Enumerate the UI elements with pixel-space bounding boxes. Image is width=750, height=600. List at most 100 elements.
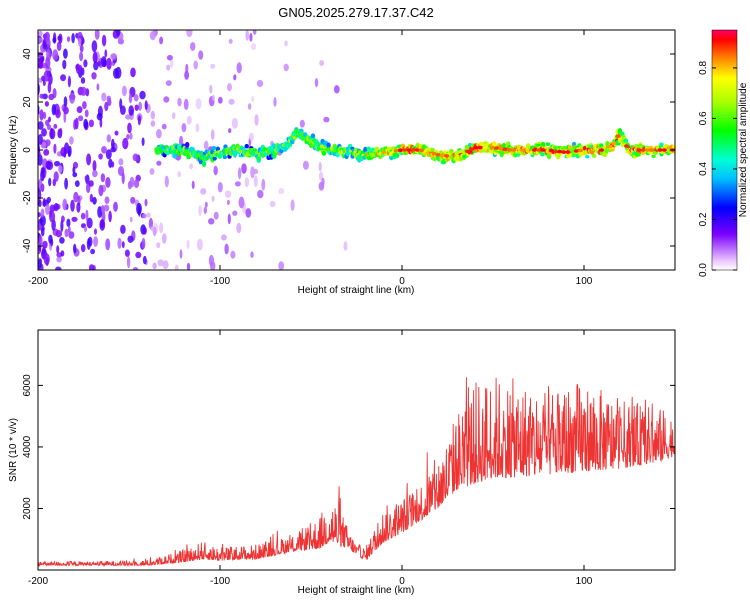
spectral-blob bbox=[195, 123, 200, 133]
spectrogram-x-tick-label: -200 bbox=[28, 276, 48, 287]
spectral-ridge-cell bbox=[287, 143, 293, 147]
spectral-blob bbox=[209, 84, 213, 94]
spectral-blob bbox=[174, 264, 179, 270]
spectral-blob bbox=[106, 134, 112, 143]
spectral-blob bbox=[39, 109, 44, 121]
spectral-blob bbox=[134, 104, 139, 111]
spectral-blob bbox=[67, 75, 71, 88]
spectral-ridge-core bbox=[565, 150, 571, 154]
spectral-blob bbox=[249, 32, 253, 42]
spectral-ridge-cell bbox=[540, 152, 545, 157]
spectral-blob bbox=[163, 96, 170, 103]
spectral-blob bbox=[137, 115, 141, 126]
spectral-blob bbox=[149, 168, 155, 175]
spectral-blob bbox=[104, 196, 110, 204]
spectral-blob bbox=[92, 160, 97, 172]
spectral-blob bbox=[56, 245, 60, 254]
spectral-ridge-core bbox=[644, 148, 651, 152]
spectral-blob bbox=[64, 177, 68, 190]
spectral-blob bbox=[210, 129, 215, 141]
spectral-blob bbox=[64, 142, 70, 154]
spectral-blob bbox=[113, 68, 119, 79]
spectral-ridge-core bbox=[381, 150, 387, 155]
spectral-ridge-core bbox=[494, 146, 500, 150]
spectral-blob bbox=[76, 106, 83, 114]
spectral-blob bbox=[56, 256, 62, 263]
spectral-blob bbox=[213, 165, 218, 176]
spectral-blob bbox=[171, 112, 176, 120]
spectral-blob bbox=[42, 240, 48, 249]
spectral-ridge-core bbox=[657, 148, 663, 152]
spectrogram-y-ticks: -40 -20 0 20 40 bbox=[22, 48, 675, 253]
spectral-blob bbox=[213, 211, 219, 220]
spectral-blob bbox=[197, 238, 203, 251]
spectral-blob bbox=[100, 220, 104, 229]
spectral-blob bbox=[221, 234, 227, 241]
spectral-blob bbox=[75, 63, 80, 74]
spectral-blob bbox=[142, 213, 147, 219]
spectral-blob bbox=[58, 33, 63, 44]
spectral-blob bbox=[42, 80, 46, 86]
spectral-blob bbox=[78, 115, 84, 122]
spectral-blob bbox=[130, 67, 136, 78]
spectral-blob bbox=[283, 63, 289, 72]
spectral-ridge-core bbox=[577, 148, 584, 153]
spectral-blob bbox=[60, 220, 64, 232]
spectral-blob bbox=[179, 249, 183, 259]
spectral-blob bbox=[79, 51, 84, 62]
spectral-blob bbox=[63, 48, 68, 59]
spectral-blob bbox=[69, 92, 75, 104]
spectral-blob bbox=[90, 248, 95, 255]
spectral-blob bbox=[249, 132, 254, 142]
spectral-blob bbox=[92, 196, 97, 205]
spectral-blob bbox=[343, 241, 348, 251]
spectral-blob bbox=[227, 83, 232, 92]
spectral-blob bbox=[45, 56, 51, 69]
spectral-blob bbox=[133, 179, 140, 189]
spectral-blob bbox=[181, 123, 187, 133]
spectral-blob bbox=[126, 134, 130, 140]
spectral-ridge-cell bbox=[585, 155, 590, 159]
spectral-blob bbox=[323, 116, 330, 123]
spectral-ridge-cell bbox=[449, 148, 454, 154]
spectral-blob bbox=[93, 236, 99, 248]
spectral-blob bbox=[111, 138, 115, 150]
spectral-blob bbox=[41, 226, 45, 232]
spectral-blob bbox=[42, 38, 47, 50]
spectral-blob bbox=[135, 251, 142, 259]
spectral-ridge-core bbox=[431, 151, 437, 156]
spectral-blob bbox=[157, 259, 164, 267]
spectral-blob bbox=[121, 172, 125, 185]
spectral-ridge-cell bbox=[244, 143, 249, 149]
spectral-blob bbox=[136, 202, 142, 215]
spectral-blob bbox=[97, 206, 103, 218]
spectral-blob bbox=[208, 254, 214, 267]
spectral-blob bbox=[76, 202, 81, 213]
spectral-blob bbox=[132, 153, 139, 162]
spectral-blob bbox=[130, 196, 136, 204]
spectral-blob bbox=[54, 160, 61, 167]
spectral-blob bbox=[63, 96, 68, 108]
spectral-ridge-core bbox=[498, 146, 504, 151]
spectral-blob bbox=[49, 211, 56, 223]
spectrogram-x-axis-label: Height of straight line (km) bbox=[298, 285, 415, 296]
spectral-blob bbox=[66, 36, 71, 42]
spectral-blob bbox=[189, 163, 194, 170]
spectral-blob bbox=[232, 210, 238, 216]
spectral-blob bbox=[211, 195, 215, 202]
spectrogram-y-tick-label: -20 bbox=[22, 190, 33, 205]
spectral-blob bbox=[72, 166, 76, 174]
spectral-ridge-core bbox=[410, 148, 416, 152]
spectral-blob bbox=[106, 57, 112, 70]
spectral-blob bbox=[105, 177, 111, 188]
spectral-blob bbox=[101, 34, 107, 47]
spectral-blob bbox=[127, 122, 132, 134]
spectral-blob bbox=[46, 48, 51, 60]
spectral-blob bbox=[60, 74, 67, 82]
spectral-blob bbox=[149, 30, 156, 41]
spectral-blob bbox=[44, 101, 50, 107]
spectrogram-y-axis-label: Frequency (Hz) bbox=[8, 116, 19, 185]
spectral-blob bbox=[318, 161, 322, 172]
spectral-blob bbox=[83, 118, 89, 129]
